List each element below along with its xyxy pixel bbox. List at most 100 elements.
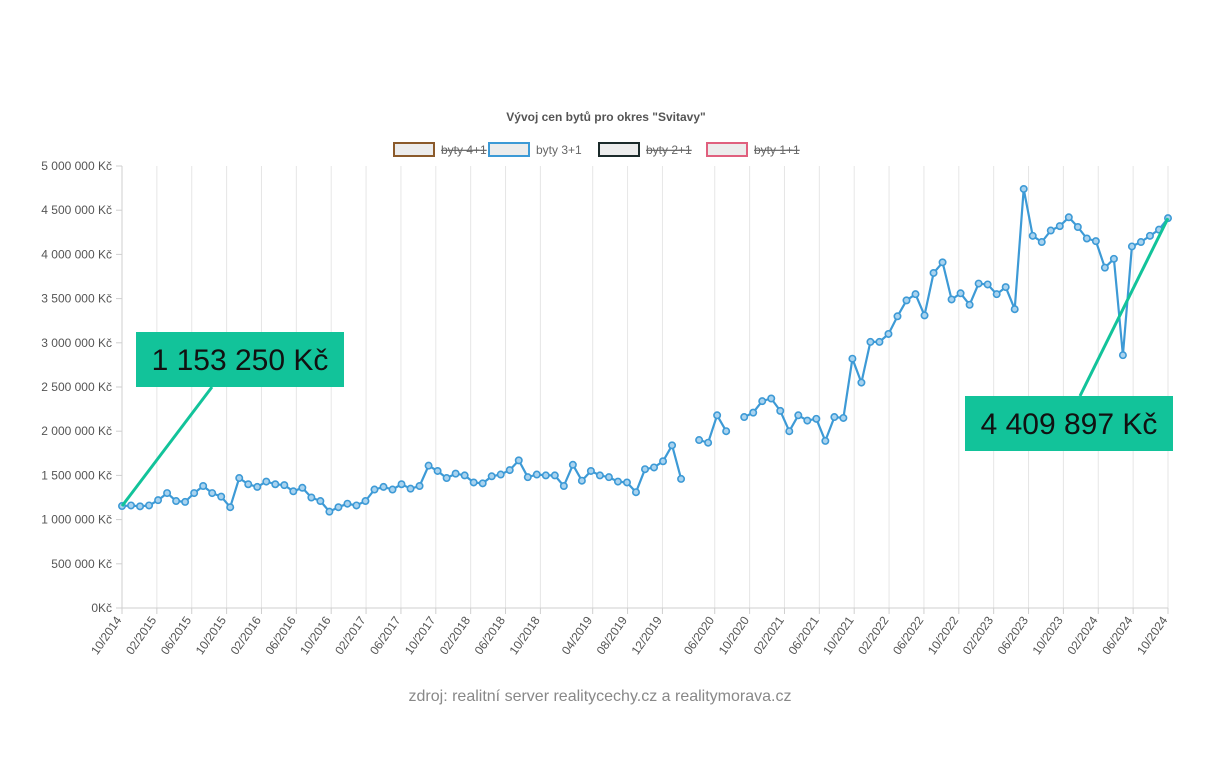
data-point[interactable] [1127, 242, 1136, 251]
data-point[interactable] [145, 501, 154, 510]
data-point[interactable] [136, 502, 145, 511]
data-point[interactable] [884, 329, 893, 338]
data-point[interactable] [875, 337, 884, 346]
data-point[interactable] [172, 497, 181, 506]
data-point[interactable] [244, 480, 253, 489]
data-point[interactable] [280, 481, 289, 490]
data-point[interactable] [298, 483, 307, 492]
data-point[interactable] [595, 471, 604, 480]
data-point[interactable] [433, 466, 442, 475]
data-point[interactable] [640, 465, 649, 474]
data-point[interactable] [992, 290, 1001, 299]
data-point[interactable] [1145, 231, 1154, 240]
data-point[interactable] [307, 493, 316, 502]
data-point[interactable] [496, 470, 505, 479]
data-point[interactable] [938, 258, 947, 267]
data-point[interactable] [316, 497, 325, 506]
data-point[interactable] [659, 457, 668, 466]
data-point[interactable] [803, 416, 812, 425]
data-point[interactable] [1082, 234, 1091, 243]
data-point[interactable] [478, 479, 487, 488]
data-point[interactable] [271, 480, 280, 489]
data-point[interactable] [199, 482, 208, 491]
data-point[interactable] [929, 268, 938, 277]
data-point[interactable] [262, 477, 271, 486]
data-point[interactable] [406, 484, 415, 493]
data-point[interactable] [812, 414, 821, 423]
data-point[interactable] [839, 413, 848, 422]
data-point[interactable] [785, 427, 794, 436]
data-point[interactable] [1055, 222, 1064, 231]
data-point[interactable] [604, 473, 613, 482]
data-point[interactable] [226, 503, 235, 512]
data-point[interactable] [397, 480, 406, 489]
data-point[interactable] [1091, 237, 1100, 246]
data-point[interactable] [866, 337, 875, 346]
data-point[interactable] [586, 466, 595, 475]
data-point[interactable] [1100, 263, 1109, 272]
data-point[interactable] [965, 300, 974, 309]
data-point[interactable] [1046, 226, 1055, 235]
data-point[interactable] [974, 279, 983, 288]
data-point[interactable] [1118, 351, 1127, 360]
data-point[interactable] [622, 478, 631, 487]
data-point[interactable] [749, 408, 758, 417]
legend-item[interactable]: byty 3+1 [488, 142, 582, 157]
data-point[interactable] [343, 499, 352, 508]
data-point[interactable] [388, 485, 397, 494]
data-point[interactable] [767, 394, 776, 403]
data-point[interactable] [460, 471, 469, 480]
data-point[interactable] [217, 492, 226, 501]
data-point[interactable] [190, 489, 199, 498]
data-point[interactable] [1037, 238, 1046, 247]
data-point[interactable] [668, 441, 677, 450]
data-point[interactable] [1136, 238, 1145, 247]
data-point[interactable] [352, 501, 361, 510]
data-point[interactable] [235, 474, 244, 483]
data-point[interactable] [1028, 231, 1037, 240]
data-point[interactable] [1019, 184, 1028, 193]
data-point[interactable] [1109, 254, 1118, 263]
data-point[interactable] [740, 413, 749, 422]
data-point[interactable] [713, 411, 722, 420]
data-point[interactable] [1064, 213, 1073, 222]
data-point[interactable] [1001, 283, 1010, 292]
data-point[interactable] [857, 378, 866, 387]
legend-item[interactable]: byty 2+1 [598, 142, 692, 157]
data-point[interactable] [181, 497, 190, 506]
data-point[interactable] [956, 289, 965, 298]
data-point[interactable] [505, 466, 514, 475]
data-point[interactable] [911, 290, 920, 299]
data-point[interactable] [704, 438, 713, 447]
data-point[interactable] [487, 472, 496, 481]
data-point[interactable] [469, 478, 478, 487]
data-point[interactable] [695, 436, 704, 445]
data-point[interactable] [902, 296, 911, 305]
data-point[interactable] [289, 487, 298, 496]
data-point[interactable] [370, 485, 379, 494]
data-point[interactable] [848, 354, 857, 363]
data-point[interactable] [127, 501, 136, 510]
data-point[interactable] [893, 312, 902, 321]
data-point[interactable] [550, 471, 559, 480]
data-point[interactable] [559, 482, 568, 491]
data-point[interactable] [722, 427, 731, 436]
data-point[interactable] [1073, 222, 1082, 231]
data-point[interactable] [532, 470, 541, 479]
data-point[interactable] [577, 476, 586, 485]
data-point[interactable] [794, 411, 803, 420]
legend-item[interactable]: byty 1+1 [706, 142, 800, 157]
data-point[interactable] [920, 311, 929, 320]
data-point[interactable] [983, 280, 992, 289]
data-point[interactable] [758, 397, 767, 406]
data-point[interactable] [424, 461, 433, 470]
data-point[interactable] [541, 471, 550, 480]
data-point[interactable] [208, 489, 217, 498]
data-point[interactable] [776, 406, 785, 415]
data-point[interactable] [415, 482, 424, 491]
data-point[interactable] [1010, 305, 1019, 314]
data-point[interactable] [830, 413, 839, 422]
data-point[interactable] [253, 482, 262, 491]
data-point[interactable] [650, 463, 659, 472]
data-point[interactable] [361, 497, 370, 506]
